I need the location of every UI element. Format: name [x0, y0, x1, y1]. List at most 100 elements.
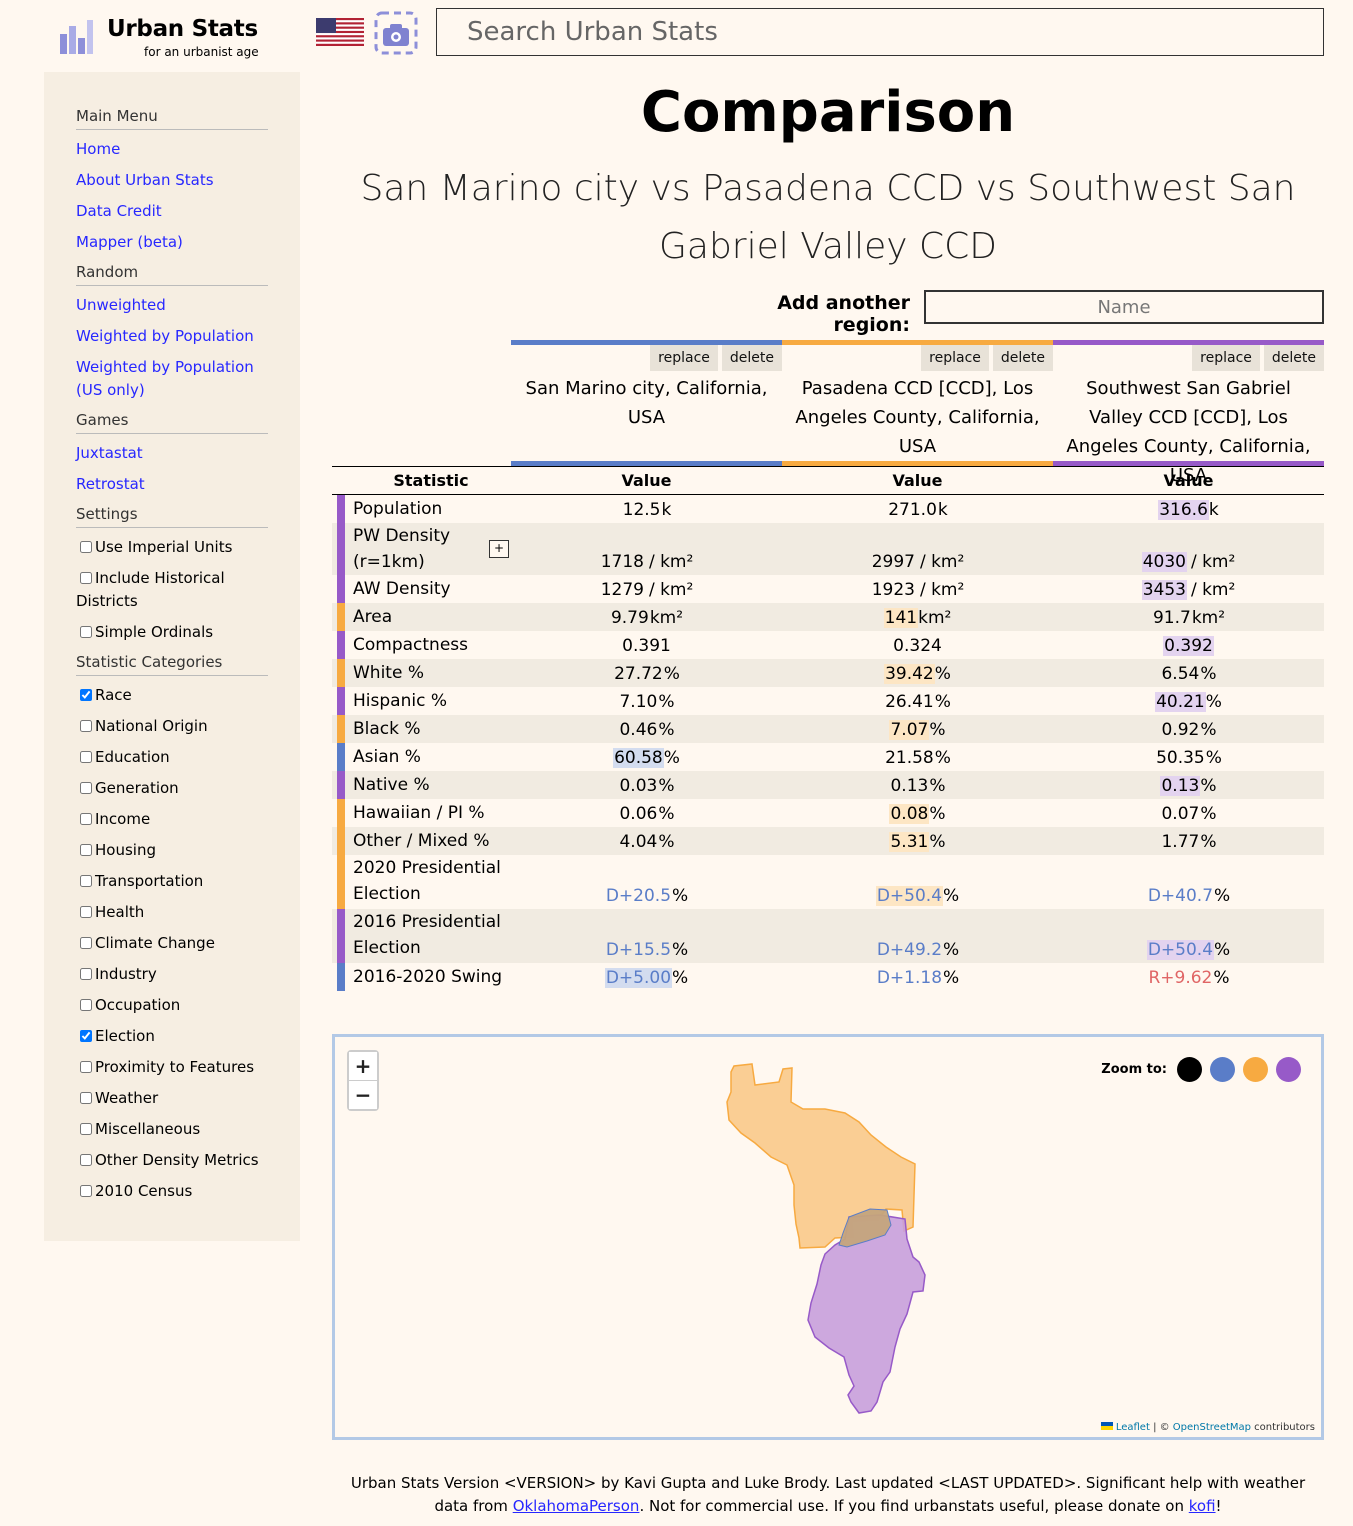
replace-button[interactable]: replace — [921, 345, 989, 371]
row-label[interactable]: PW Density (r=1km) — [353, 526, 451, 572]
zoom-to-all-dot[interactable] — [1177, 1057, 1202, 1082]
category-checkbox[interactable] — [80, 1061, 92, 1073]
category-checkbox[interactable] — [80, 1123, 92, 1135]
setting-checkbox[interactable] — [80, 626, 92, 638]
row-label[interactable]: Hispanic % — [353, 691, 447, 711]
zoom-to-control: Zoom to: — [1101, 1057, 1301, 1082]
replace-button[interactable]: replace — [1192, 345, 1260, 371]
category-industry[interactable]: Industry — [76, 963, 268, 986]
category-checkbox[interactable] — [80, 937, 92, 949]
category-checkbox[interactable] — [80, 813, 92, 825]
region-buttons: replace delete — [650, 345, 782, 371]
row-label[interactable]: Asian % — [353, 747, 421, 767]
us-flag-icon[interactable] — [316, 18, 364, 46]
setting-simple-ordinals[interactable]: Simple Ordinals — [76, 621, 268, 644]
category-miscellaneous[interactable]: Miscellaneous — [76, 1118, 268, 1141]
delete-button[interactable]: delete — [721, 345, 782, 371]
setting-label: Use Imperial Units — [95, 538, 233, 556]
delete-button[interactable]: delete — [1263, 345, 1324, 371]
category-checkbox[interactable] — [80, 1092, 92, 1104]
value-unit: % — [934, 692, 951, 712]
category-income[interactable]: Income — [76, 808, 268, 831]
category-national-origin[interactable]: National Origin — [76, 715, 268, 738]
category-checkbox[interactable] — [80, 999, 92, 1011]
footer-link-kofi[interactable]: kofi — [1188, 1497, 1216, 1515]
zoom-in-button[interactable]: + — [349, 1052, 377, 1080]
category-checkbox[interactable] — [80, 1154, 92, 1166]
category-climate-change[interactable]: Climate Change — [76, 932, 268, 955]
category-checkbox[interactable] — [80, 968, 92, 980]
category-education[interactable]: Education — [76, 746, 268, 769]
setting-include-historical-districts[interactable]: Include Historical Districts — [76, 567, 268, 613]
sidebar-link-unweighted[interactable]: Unweighted — [76, 296, 166, 314]
screenshot-icon[interactable] — [373, 10, 419, 56]
row-label[interactable]: White % — [353, 663, 424, 683]
sidebar-link-mapper[interactable]: Mapper (beta) — [76, 233, 183, 251]
zoom-to-southwest-dot[interactable] — [1276, 1057, 1301, 1082]
row-label[interactable]: Compactness — [353, 635, 468, 655]
row-label[interactable]: Hawaiian / PI % — [353, 803, 485, 823]
search-input[interactable] — [436, 8, 1324, 56]
row-label[interactable]: 2016-2020 Swing — [353, 967, 503, 987]
logo[interactable]: Urban Stats for an urbanist age — [58, 10, 298, 59]
category-other-density-metrics[interactable]: Other Density Metrics — [76, 1149, 268, 1172]
zoom-out-button[interactable]: − — [349, 1081, 377, 1109]
row-label[interactable]: AW Density — [353, 579, 451, 599]
footer-link-oklahomaperson[interactable]: OklahomaPerson — [512, 1497, 640, 1515]
category-checkbox[interactable] — [80, 782, 92, 794]
category-checkbox[interactable] — [80, 720, 92, 732]
region-name[interactable]: San Marino city, California, USA — [525, 378, 768, 428]
leaflet-link[interactable]: Leaflet — [1115, 1422, 1150, 1433]
category-race[interactable]: Race — [76, 684, 268, 707]
category-weather[interactable]: Weather — [76, 1087, 268, 1110]
sidebar-link-weighted-population-us[interactable]: Weighted by Population (US only) — [76, 358, 254, 399]
add-region-input[interactable] — [924, 290, 1324, 324]
map-regions[interactable] — [335, 1037, 1321, 1437]
row-label[interactable]: Native % — [353, 775, 430, 795]
category-checkbox[interactable] — [80, 751, 92, 763]
map[interactable]: + − Zoom to: Leaflet | © OpenStreetMap c… — [332, 1034, 1324, 1440]
zoom-to-san-marino-dot[interactable] — [1210, 1057, 1235, 1082]
category-2010-census[interactable]: 2010 Census — [76, 1180, 268, 1203]
openstreetmap-link[interactable]: OpenStreetMap — [1172, 1422, 1251, 1433]
sidebar-link-about[interactable]: About Urban Stats — [76, 171, 214, 189]
row-label[interactable]: 2020 Presidential Election — [353, 858, 501, 904]
sidebar-link-weighted-population[interactable]: Weighted by Population — [76, 327, 254, 345]
sidebar-link-juxtastat[interactable]: Juxtastat — [76, 444, 143, 462]
sidebar-link-retrostat[interactable]: Retrostat — [76, 475, 145, 493]
value-number: 4030 — [1141, 552, 1187, 572]
category-health[interactable]: Health — [76, 901, 268, 924]
category-checkbox[interactable] — [80, 689, 92, 701]
zoom-to-pasadena-dot[interactable] — [1243, 1057, 1268, 1082]
value-cell: 7.10% — [511, 692, 782, 712]
category-proximity-to-features[interactable]: Proximity to Features — [76, 1056, 268, 1079]
category-occupation[interactable]: Occupation — [76, 994, 268, 1017]
row-label[interactable]: 2016 Presidential Election — [353, 912, 501, 958]
category-checkbox[interactable] — [80, 875, 92, 887]
category-checkbox[interactable] — [80, 1185, 92, 1197]
setting-checkbox[interactable] — [80, 541, 92, 553]
sidebar-link-home[interactable]: Home — [76, 140, 121, 158]
row-label[interactable]: Area — [353, 607, 393, 627]
row-label[interactable]: Other / Mixed % — [353, 831, 490, 851]
table-row: AW Density 1279/ km² 1923/ km² 3453/ km² — [332, 575, 1324, 603]
row-label[interactable]: Black % — [353, 719, 421, 739]
category-election[interactable]: Election — [76, 1025, 268, 1048]
category-generation[interactable]: Generation — [76, 777, 268, 800]
setting-checkbox[interactable] — [80, 572, 92, 584]
sidebar-link-data-credit[interactable]: Data Credit — [76, 202, 162, 220]
table-header: Statistic Value Value Value — [332, 466, 1324, 495]
delete-button[interactable]: delete — [992, 345, 1053, 371]
category-transportation[interactable]: Transportation — [76, 870, 268, 893]
category-housing[interactable]: Housing — [76, 839, 268, 862]
category-checkbox[interactable] — [80, 844, 92, 856]
region-name[interactable]: Southwest San Gabriel Valley CCD [CCD], … — [1066, 378, 1311, 486]
replace-button[interactable]: replace — [650, 345, 718, 371]
row-winner-stripe — [337, 771, 345, 799]
category-checkbox[interactable] — [80, 906, 92, 918]
row-label[interactable]: Population — [353, 499, 443, 519]
region-name[interactable]: Pasadena CCD [CCD], Los Angeles County, … — [795, 378, 1040, 457]
setting-use-imperial-units[interactable]: Use Imperial Units — [76, 536, 268, 559]
category-checkbox[interactable] — [80, 1030, 92, 1042]
expand-button[interactable]: + — [489, 540, 509, 558]
